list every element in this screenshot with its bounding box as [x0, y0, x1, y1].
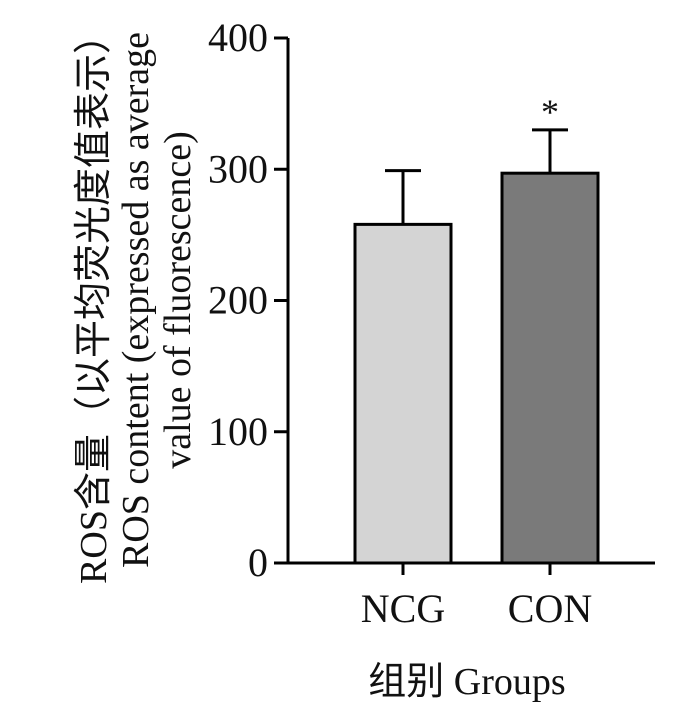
bar-con — [500, 171, 600, 565]
y-tick-label: 100 — [208, 409, 268, 454]
y-axis: 0 100 200 300 400 — [208, 15, 290, 585]
y-axis-title-line: ROS含量（以平均荧光度值表示） — [73, 16, 115, 584]
x-tick-label: NCG — [361, 586, 445, 631]
y-tick-label: 300 — [208, 146, 268, 191]
y-axis-title: ROS含量（以平均荧光度值表示） ROS content (expressed a… — [73, 16, 199, 584]
y-tick-label: 200 — [208, 278, 268, 323]
y-tick-label: 400 — [208, 15, 268, 60]
x-tick-label: CON — [508, 586, 592, 631]
bar-ncg — [353, 222, 453, 565]
y-axis-title-line: ROS content (expressed as average — [115, 32, 157, 568]
x-axis-title: 组别 Groups — [368, 661, 565, 703]
x-axis: NCG CON — [288, 561, 655, 631]
y-axis-title-line: value of fluorescence) — [157, 131, 199, 469]
y-tick-label: 0 — [248, 540, 268, 585]
significance-marker: * — [541, 92, 559, 132]
bars: * — [353, 92, 600, 565]
